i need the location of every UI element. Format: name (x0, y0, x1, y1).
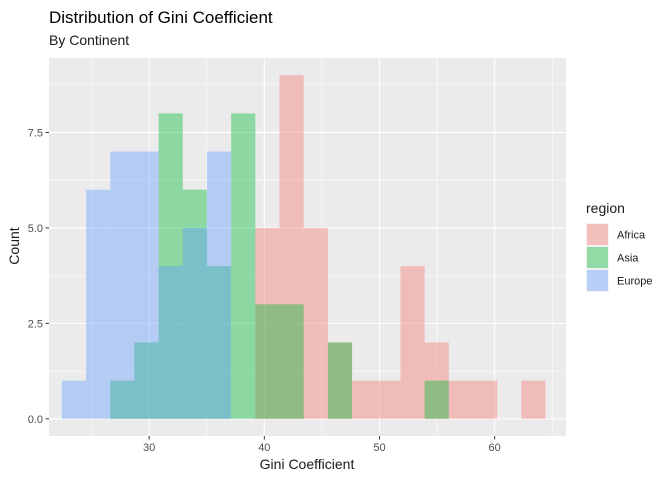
bar-europe (158, 266, 183, 419)
bar-asia (182, 189, 207, 419)
bar-europe (86, 189, 111, 419)
legend-label-africa: Africa (617, 230, 646, 242)
y-tick-label: 5.0 (28, 223, 43, 235)
y-tick-label: 0.0 (28, 414, 43, 426)
y-axis-title: Count (6, 227, 22, 264)
y-axis-ticks: 0.0 2.5 5.0 7.5 (28, 127, 49, 426)
bar-africa (400, 266, 425, 419)
grid-lines (49, 58, 566, 436)
bar-asia (231, 113, 256, 419)
bar-africa (472, 380, 498, 419)
bar-africa (279, 75, 304, 419)
legend-key-bg (586, 246, 609, 269)
x-tick-label: 50 (373, 442, 385, 454)
legend-label-europe: Europe (617, 276, 652, 288)
bar-asia (279, 304, 304, 419)
x-tick-label: 30 (143, 442, 155, 454)
legend-key-africa (587, 224, 608, 245)
legend-key-asia (587, 247, 608, 268)
bar-europe (61, 380, 87, 419)
chart-title: Distribution of Gini Coefficient (49, 8, 273, 27)
chart-subtitle: By Continent (49, 32, 129, 48)
legend-key-bg (586, 223, 609, 246)
bar-africa (376, 380, 401, 419)
bar-europe (206, 151, 232, 419)
legend-label-asia: Asia (617, 253, 639, 265)
x-tick-label: 60 (488, 442, 500, 454)
bar-asia (134, 342, 159, 419)
bar-asia (158, 113, 183, 419)
bar-europe (134, 151, 159, 419)
legend-key-europe (587, 270, 608, 291)
bar-africa (448, 380, 473, 419)
bar-asia (424, 380, 449, 419)
bar-africa (424, 342, 449, 419)
bar-africa (521, 380, 546, 419)
bar-asia (110, 380, 135, 419)
legend: Africa Asia Europe (586, 223, 652, 292)
bar-asia (255, 304, 280, 419)
legend-key-bg (586, 269, 609, 292)
bar-africa (255, 227, 280, 419)
bar-europe (182, 227, 207, 419)
bar-africa (327, 342, 353, 419)
plot-panel (49, 58, 566, 436)
bar-africa (352, 380, 377, 419)
bar-asia (206, 266, 232, 419)
x-axis-title: Gini Coefficient (260, 456, 355, 472)
bar-europe (110, 151, 135, 419)
bar-asia (327, 342, 353, 419)
legend-title: region (586, 200, 625, 216)
x-tick-label: 40 (258, 442, 270, 454)
x-axis-ticks: 30 40 50 60 (143, 436, 501, 454)
bar-africa (303, 227, 328, 419)
y-tick-label: 7.5 (28, 127, 43, 139)
histogram-bars (61, 75, 546, 419)
y-tick-label: 2.5 (28, 318, 43, 330)
